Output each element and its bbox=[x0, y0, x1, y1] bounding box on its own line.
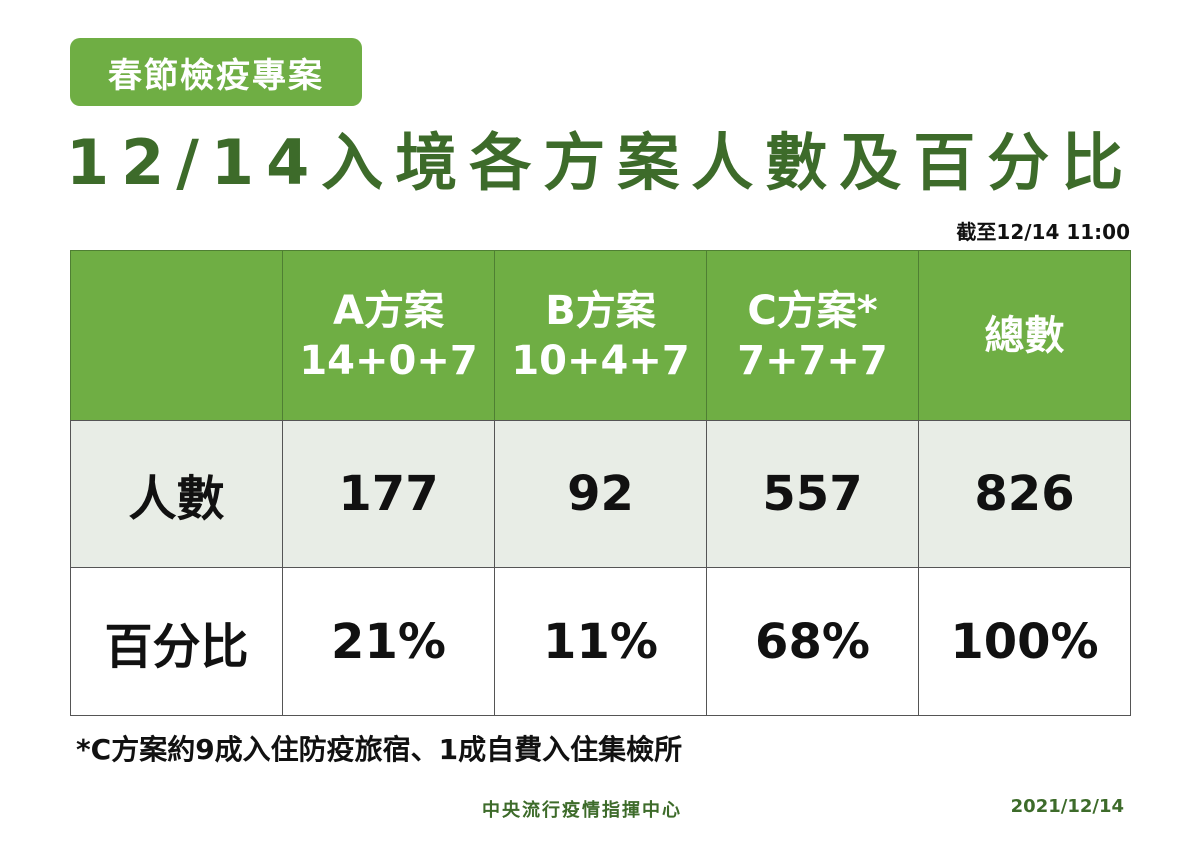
column-name: B方案 bbox=[545, 287, 656, 334]
table: A方案 14+0+7 B方案 10+4+7 C方案* 7+7+7 總數 人數 177 92 557 8… bbox=[70, 250, 1131, 716]
column-schedule: 7+7+7 bbox=[737, 337, 888, 384]
row-label: 百分比 bbox=[70, 567, 283, 716]
row-label: 人數 bbox=[70, 420, 283, 568]
table-cell: 21% bbox=[282, 567, 495, 716]
column-name: C方案* bbox=[747, 287, 878, 334]
header-cell: A方案 14+0+7 bbox=[282, 250, 495, 421]
column-schedule: 14+0+7 bbox=[299, 337, 478, 384]
column-name: A方案 bbox=[333, 287, 444, 334]
table-cell: 557 bbox=[706, 420, 919, 568]
org: 中央流行疫情指揮中心 bbox=[482, 800, 682, 821]
header-cell: B方案 10+4+7 bbox=[494, 250, 707, 421]
column-name: 總數 bbox=[984, 312, 1065, 359]
table-cell: 92 bbox=[494, 420, 707, 568]
header-cell: C方案* 7+7+7 bbox=[706, 250, 919, 421]
title: 12/14入境各方案人數及百分比 bbox=[66, 126, 1136, 199]
header-cell bbox=[70, 250, 283, 421]
footnote: *C方案約9成入住防疫旅宿、1成自費入住集檢所 bbox=[76, 733, 683, 766]
table-cell: 68% bbox=[706, 567, 919, 716]
column-schedule: 10+4+7 bbox=[511, 337, 690, 384]
header-cell: 總數 bbox=[918, 250, 1131, 421]
badge: 春節檢疫專案 bbox=[70, 38, 362, 106]
table-cell: 100% bbox=[918, 567, 1131, 716]
table-cell: 177 bbox=[282, 420, 495, 568]
table-cell: 11% bbox=[494, 567, 707, 716]
table-cell: 826 bbox=[918, 420, 1131, 568]
as-of: 截至12/14 11:00 bbox=[956, 220, 1130, 244]
date: 2021/12/14 bbox=[1010, 796, 1124, 817]
